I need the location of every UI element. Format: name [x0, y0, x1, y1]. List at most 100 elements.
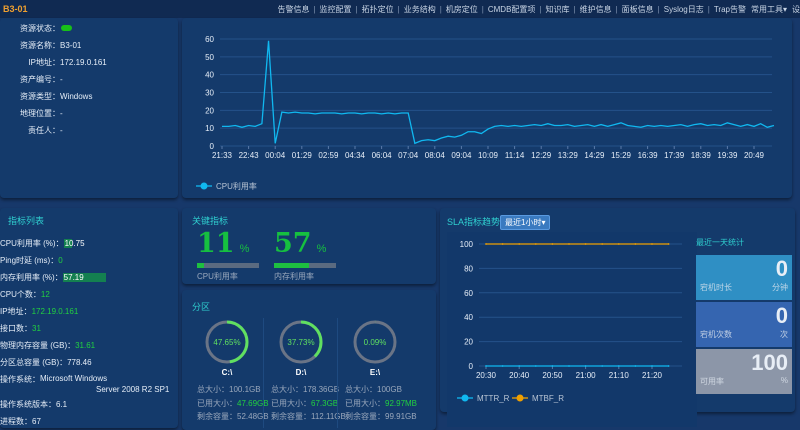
data-point [501, 243, 504, 245]
series-line [222, 40, 775, 145]
partition-free: 剩余容量：52.48GB [197, 411, 269, 422]
partition-used-label: 已用大小： [271, 399, 311, 408]
nav-item[interactable]: 维护信息 [579, 4, 612, 14]
x-tick-label: 19:39 [717, 151, 738, 160]
partition-total-value: 100GB [377, 385, 402, 394]
partition-total: 总大小：178.36GB [271, 384, 339, 395]
x-tick-label: 04:34 [345, 151, 366, 160]
info-label: 地理位置： [20, 109, 60, 118]
partition-free-value: 112.11GB [311, 412, 346, 421]
data-point [617, 365, 620, 367]
x-tick-label: 01:29 [292, 151, 313, 160]
info-value: B3-01 [60, 41, 82, 50]
x-tick-label: 20:49 [744, 151, 765, 160]
nav-item[interactable]: 拓扑定位 [361, 4, 394, 14]
x-tick-label: 08:04 [425, 151, 446, 160]
info-value: 172.19.0.161 [60, 58, 107, 67]
nav-item[interactable]: 业务结构 [403, 4, 436, 14]
info-label: 责任人： [28, 126, 60, 135]
x-tick-label: 21:00 [576, 371, 597, 380]
partition-used: 已用大小：47.69GB [197, 398, 269, 409]
stat-unit: 分钟 [772, 283, 788, 292]
partition-gauge [205, 320, 249, 364]
info-label: 资源状态： [20, 24, 60, 33]
data-point [551, 365, 554, 367]
gauge-arc [353, 320, 397, 364]
indicator-row: 操作系统：Microsoft Windows Server 2008 R2 SP1 [0, 374, 169, 394]
info-value: - [60, 126, 63, 135]
partition-free-value: 52.48GB [237, 412, 269, 421]
y-tick-label: 100 [460, 240, 474, 249]
data-point [485, 243, 487, 245]
metric-unit: % [316, 243, 327, 255]
sla-panel: SLA指标趋势 最近1小时▾ 0 20 40 60 80 100 20:30 20:40 20:… [440, 208, 795, 427]
legend-label[interactable]: MTBF_R [532, 394, 564, 403]
cpu-usage-chart: 0 10 20 30 40 50 60 21:33 22:43 00:04 01:29 02:59 04… [196, 35, 775, 191]
info-row: 责任人：- [0, 125, 63, 136]
y-tick-label: 30 [205, 89, 214, 98]
stat-label: 可用率 [700, 377, 724, 386]
y-tick-label: 40 [205, 71, 214, 80]
y-tick-label: 60 [205, 35, 214, 44]
x-tick-label: 18:39 [691, 151, 712, 160]
indicator-value: 67 [32, 417, 41, 426]
nav-item[interactable]: 机房定位 [445, 4, 478, 14]
partition-free: 剩余容量：112.11GB [271, 411, 346, 422]
partition-name: C:\ [221, 368, 233, 377]
tools-menu[interactable]: 常用工具▾ [750, 4, 787, 14]
time-range-dropdown[interactable]: 最近1小时▾ [500, 215, 551, 230]
nav-item[interactable]: Trap告警 [713, 4, 746, 14]
indicator-label: 进程数： [0, 417, 32, 426]
data-point [501, 365, 504, 367]
sla-trend-chart: 0 20 40 60 80 100 20:30 20:40 20:50 21:00 21:10 21:… [447, 232, 697, 427]
indicator-row: 进程数：67 [0, 416, 41, 427]
info-value: - [60, 75, 63, 84]
nav-separator: | [355, 4, 358, 14]
partition-used: 已用大小：67.3GB [271, 398, 338, 409]
x-tick-label: 21:10 [609, 371, 630, 380]
resource-info-panel: 资源状态： 资源名称：B3-01 IP地址：172.19.0.161 资产编号：- 资源… [0, 18, 178, 198]
indicator-value: 6.1 [56, 400, 68, 409]
indicator-label: 操作系统： [0, 375, 40, 384]
data-point [518, 365, 521, 367]
nav-item[interactable]: 告警信息 [277, 4, 310, 14]
info-row: 资源状态： [0, 23, 72, 34]
stat-unit: % [780, 376, 788, 385]
data-point [651, 243, 653, 245]
indicator-label: CPU利用率 (%)： [0, 239, 64, 248]
settings-link[interactable]: 设 [792, 4, 800, 14]
legend-marker[interactable] [200, 182, 208, 190]
partitions-title: 分区 [192, 302, 211, 312]
metric-label: CPU利用率 [197, 272, 238, 281]
stat-unit: 次 [780, 330, 788, 339]
partition-divider [337, 318, 338, 428]
nav-item[interactable]: CMDB配置项 [487, 4, 536, 14]
indicator-value: 172.19.0.161 [31, 307, 79, 316]
legend-label[interactable]: MTTR_R [477, 394, 510, 403]
indicator-value: 57.19 [62, 273, 106, 282]
indicator-label: 接口数： [0, 324, 32, 333]
legend-marker[interactable] [461, 394, 469, 402]
x-tick-label: 12:29 [531, 151, 552, 160]
nav-item[interactable]: Syslog日志 [663, 4, 704, 14]
nav-item[interactable]: 监控配置 [319, 4, 352, 14]
indicator-label: 操作系统版本： [0, 400, 56, 409]
x-tick-label: 14:29 [584, 151, 605, 160]
partition-total-value: 178.36GB [303, 385, 340, 394]
metric-progress-fill [197, 263, 204, 268]
metric-number: 11 [197, 228, 235, 259]
indicator-row: 内存利用率 (%)：57.19 [0, 272, 106, 283]
stat-value: 100 [751, 350, 788, 375]
nav-item[interactable]: 知识库 [545, 4, 570, 14]
legend-label[interactable]: CPU利用率 [216, 181, 257, 191]
y-tick-label: 0 [210, 142, 215, 151]
x-tick-label: 06:04 [372, 151, 393, 160]
nav-separator: | [397, 4, 400, 14]
stat-tile: 100 可用率% [696, 349, 792, 394]
data-point [601, 365, 604, 367]
y-tick-label: 10 [205, 124, 214, 133]
legend-marker[interactable] [516, 394, 524, 402]
info-row: 资产编号：- [0, 74, 63, 85]
nav-item[interactable]: 面板信息 [621, 4, 654, 14]
partition-total-label: 总大小： [271, 385, 303, 394]
